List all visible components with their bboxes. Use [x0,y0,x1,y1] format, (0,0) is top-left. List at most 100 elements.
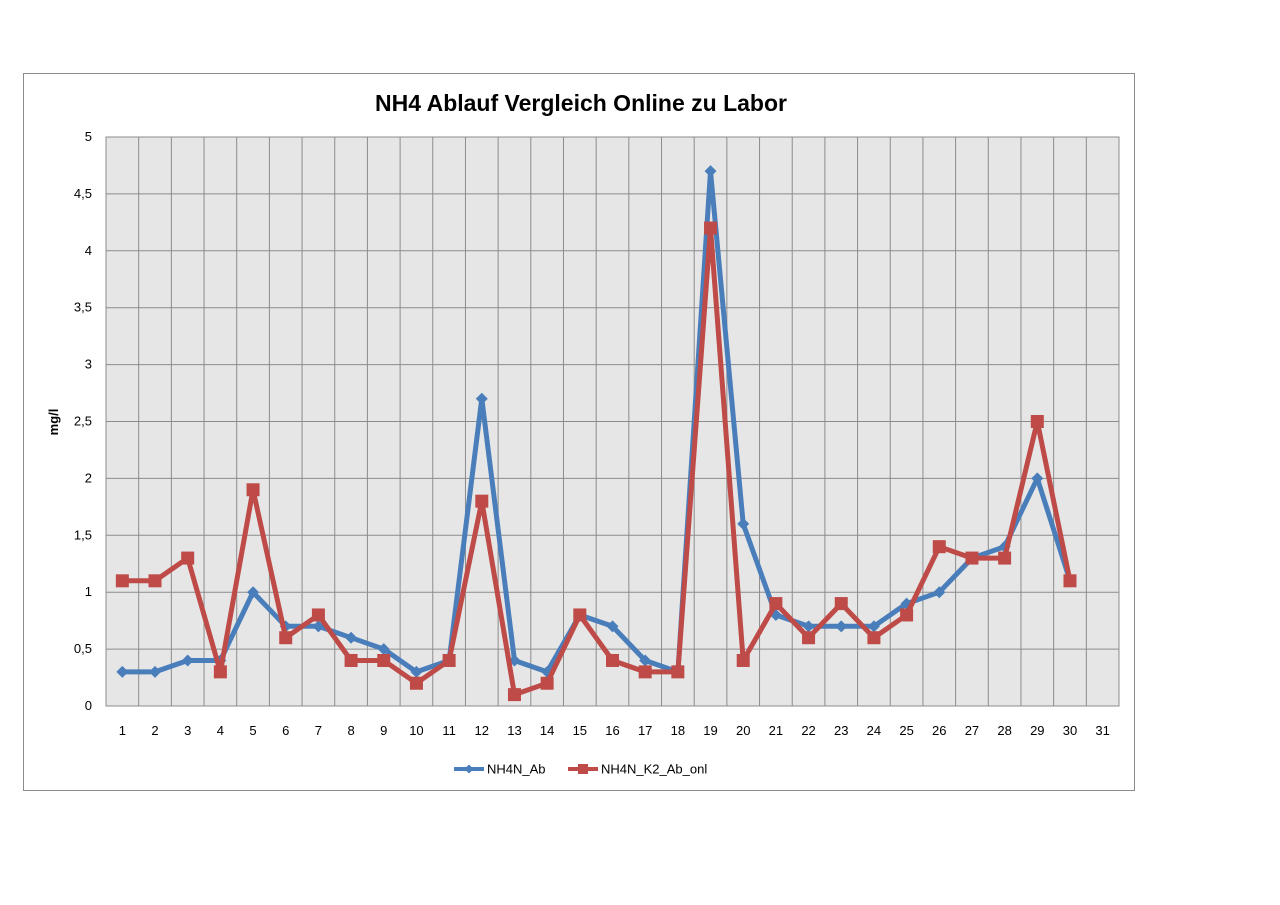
series-nh4n-k2-ab-onl [115,221,1077,702]
x-tick-label: 1 [119,723,126,738]
data-point [998,551,1012,565]
data-point [311,608,325,622]
data-point [149,665,162,678]
data-point [148,574,162,588]
y-tick-label: 1 [85,584,92,599]
legend-marker [578,764,588,774]
data-point [247,586,260,599]
data-point [246,483,260,497]
chart-title: NH4 Ablauf Vergleich Online zu Labor [375,90,787,116]
data-point [639,654,652,667]
x-tick-label: 4 [217,723,224,738]
data-point [802,631,816,645]
x-tick-label: 30 [1063,723,1077,738]
data-point [769,597,783,611]
data-point [442,653,456,667]
data-point [181,654,194,667]
x-tick-label: 27 [965,723,979,738]
x-tick-label: 3 [184,723,191,738]
grid-layer [105,136,1120,707]
data-point [704,221,718,235]
y-tick-label: 4,5 [74,186,92,201]
data-point [377,653,391,667]
data-point [181,551,195,565]
y-tick-label: 1,5 [74,527,92,542]
y-tick-label: 3,5 [74,300,92,315]
x-tick-label: 17 [638,723,652,738]
x-tick-label: 8 [347,723,354,738]
data-point [1063,574,1077,588]
series-line [119,225,1073,698]
data-point [932,540,946,554]
x-tick-label: 19 [703,723,717,738]
data-point [345,631,358,644]
x-tick-label: 12 [475,723,489,738]
data-point [933,586,946,599]
data-point [802,620,815,633]
x-tick-label: 24 [867,723,881,738]
legend-label: NH4N_Ab [487,762,546,777]
y-axis-label: mg/l [46,409,61,436]
data-point [834,597,848,611]
data-point [606,620,619,633]
data-point [965,551,979,565]
data-point [867,631,881,645]
data-point [540,676,554,690]
data-point [409,676,423,690]
data-point [213,665,227,679]
x-tick-label: 14 [540,723,554,738]
y-tick-label: 5 [85,129,92,144]
y-tick-label: 2 [85,470,92,485]
data-point [410,665,423,678]
data-point [279,631,293,645]
data-point [115,574,129,588]
series-layer [115,165,1077,702]
x-tick-label: 23 [834,723,848,738]
x-tick-label: 16 [605,723,619,738]
data-point [475,494,489,508]
legend: NH4N_Ab NH4N_K2_Ab_onl [454,762,707,777]
x-tick-label: 6 [282,723,289,738]
x-tick-label: 11 [442,723,456,738]
x-tick-label: 18 [671,723,685,738]
x-tick-label: 29 [1030,723,1044,738]
x-tick-label: 25 [899,723,913,738]
data-point [867,620,880,633]
data-point [1031,472,1044,485]
x-tick-label: 9 [380,723,387,738]
y-tick-label: 0,5 [74,641,92,656]
legend-label: NH4N_K2_Ab_onl [601,762,707,777]
x-tick-label: 20 [736,723,750,738]
data-point [377,643,390,656]
data-point [736,653,750,667]
y-tick-label: 2,5 [74,414,92,429]
chart-svg: NH4 Ablauf Vergleich Online zu Labor mg/… [46,90,1120,777]
x-tick-label: 13 [507,723,521,738]
data-point [344,653,358,667]
y-tick-label: 4 [85,243,92,258]
data-point [475,392,488,405]
data-point [671,665,685,679]
data-point [835,620,848,633]
x-tick-label: 7 [315,723,322,738]
y-tick-label: 3 [85,357,92,372]
data-point [638,665,652,679]
legend-item: NH4N_K2_Ab_onl [568,762,707,777]
data-point [606,653,619,667]
data-point [116,665,129,678]
x-tick-label: 26 [932,723,946,738]
data-point [900,608,914,622]
x-tick-label: 10 [409,723,423,738]
y-tick-label: 0 [85,698,92,713]
chart-frame: NH4 Ablauf Vergleich Online zu Labor mg/… [23,73,1135,791]
data-point [507,688,521,702]
x-tick-labels: 1 2 3 4 5 6 7 8 9 10 11 12 13 14 15 16 17 18 19 20 21 22 23 24 2… [119,723,1110,738]
x-tick-label: 28 [997,723,1011,738]
y-tick-labels: 0 0,5 1 1,5 2 2,5 3 3,5 4 4,5 5 [74,129,92,713]
legend-item: NH4N_Ab [454,762,546,777]
data-point [737,517,750,530]
x-tick-label: 15 [573,723,587,738]
x-tick-label: 22 [801,723,815,738]
x-tick-label: 31 [1095,723,1109,738]
x-tick-label: 2 [151,723,158,738]
